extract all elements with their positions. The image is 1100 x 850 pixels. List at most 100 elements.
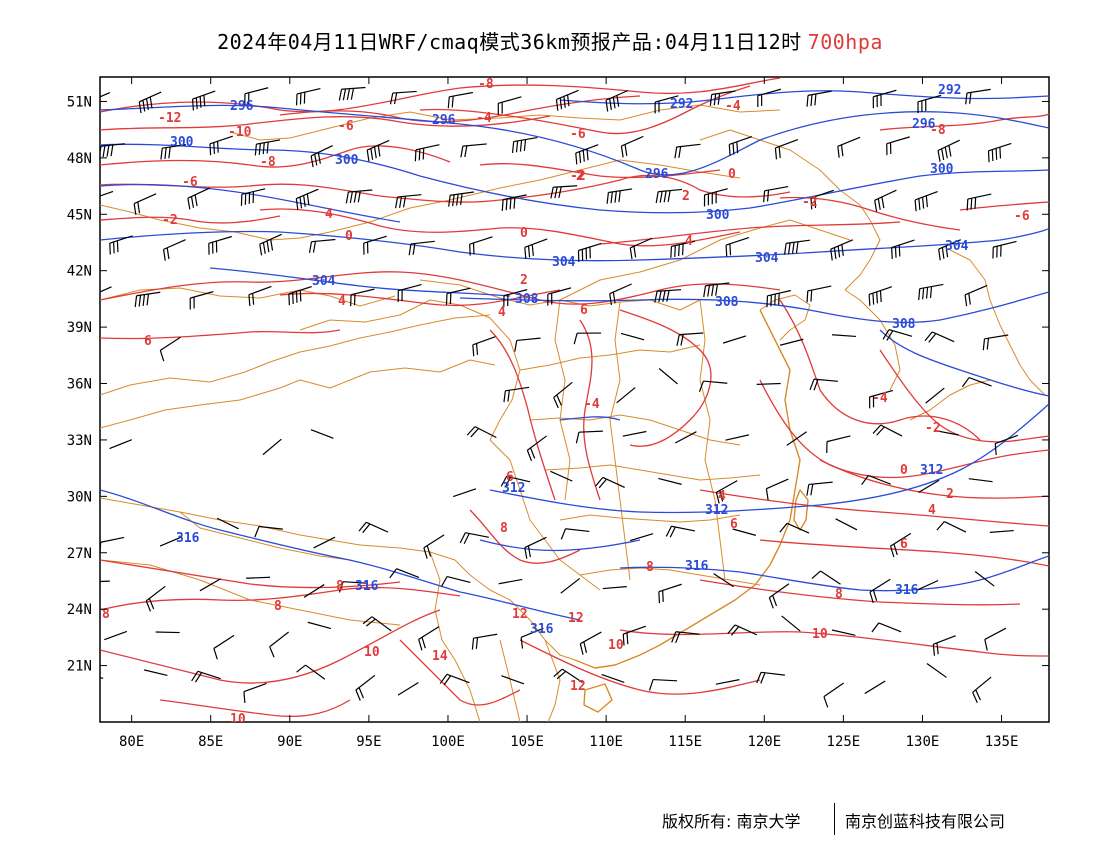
wind-barb-shaft (446, 575, 471, 584)
wind-barb-shaft (305, 664, 326, 680)
label-h-316c: 316 (530, 622, 554, 637)
wind-barb-feather (445, 293, 448, 305)
wind-barb (826, 435, 851, 454)
wind-barb-shaft (934, 429, 959, 436)
t-contour-m4-north (419, 85, 751, 135)
wind-barb-feather (618, 190, 621, 203)
wind-barb (602, 586, 627, 590)
wind-barb-feather (471, 638, 475, 650)
wind-barb-feather (932, 644, 936, 656)
wind-barb (547, 287, 572, 306)
border-yunnan (469, 574, 576, 661)
wind-barb-feather (338, 89, 343, 101)
label-h-300b: 300 (335, 153, 359, 168)
wind-barb-feather (830, 249, 833, 261)
wind-barb-feather (93, 295, 95, 306)
wind-barb-feather (766, 295, 769, 308)
wind-barb-feather (869, 591, 874, 604)
wind-barb-shaft (143, 669, 168, 677)
wind-barb (550, 470, 573, 482)
wind-barb-feather (100, 542, 102, 554)
wind-barb-feather (459, 193, 463, 206)
wind-barb (727, 624, 758, 636)
wind-barb-shaft (392, 90, 417, 94)
wind-barb (269, 631, 289, 658)
wind-barb-shaft (620, 332, 645, 341)
t-contour-2 (100, 271, 781, 305)
wind-barb-shaft (823, 682, 845, 698)
wind-barb-feather (937, 150, 941, 162)
wind-barb-feather (736, 141, 739, 154)
wind-barb (932, 635, 956, 656)
wind-barb-feather (191, 98, 194, 111)
wind-barb-feather (612, 96, 616, 109)
label-t-6e: 6 (506, 470, 514, 485)
wind-barb (984, 627, 1007, 651)
label-h-296c: 296 (645, 167, 669, 182)
wind-barb (994, 434, 1018, 456)
lat-label: 36N (67, 377, 92, 393)
wind-barb (423, 534, 445, 559)
company-text: 南京创蓝科技有限公司 (845, 812, 1006, 831)
h-contour-296 (100, 104, 1049, 176)
wind-barb-feather (929, 286, 933, 298)
wind-barb-shaft (269, 631, 289, 648)
wind-barb-feather (138, 295, 142, 307)
wind-barb-feather (526, 450, 533, 462)
t-contour-west-6 (100, 559, 401, 589)
wind-barb-feather (614, 191, 617, 203)
wind-barb-shaft (732, 528, 756, 536)
wind-barb-feather (531, 244, 534, 256)
wind-barb-feather (969, 92, 972, 104)
wind-barb-feather (787, 242, 791, 255)
lat-label: 51N (67, 94, 92, 110)
h-contour-312 (489, 403, 1049, 514)
wind-barb-feather (894, 246, 897, 258)
wind-barb (159, 336, 181, 362)
wind-barb-feather (160, 148, 163, 160)
wind-barb-feather (999, 147, 1002, 159)
title-main: 2024年04月11日WRF/cmaq模式36km预报产品:04月11日12时 (217, 30, 802, 54)
wind-barb-feather (377, 145, 381, 157)
wind-barb-feather (760, 672, 766, 684)
wind-barb-feather (259, 244, 263, 256)
wind-barb-shaft (968, 376, 992, 387)
wind-barb-feather (711, 284, 715, 297)
wind-barb-feather (472, 344, 475, 357)
wind-barb-feather (213, 142, 216, 154)
wind-barb-shaft (343, 581, 368, 584)
wind-barb (358, 521, 389, 534)
wind-barb (972, 676, 992, 703)
wind-barb-feather (578, 151, 582, 164)
wind-barb (864, 680, 886, 695)
label-t-m8: -8 (260, 155, 276, 170)
label-t-10: 10 (364, 645, 380, 660)
wind-barb-feather (676, 334, 680, 346)
t-contour-west-10 (100, 609, 441, 684)
wind-barb (254, 139, 281, 156)
wind-barb (246, 576, 271, 579)
wind-barb-feather (447, 96, 450, 109)
wind-barb-feather (262, 242, 266, 254)
wind-barb-feather (83, 582, 86, 593)
label-t-8b: 8 (336, 579, 344, 594)
wind-barb (703, 282, 730, 298)
wind-barb-feather (876, 426, 885, 436)
t-contour-m6 (100, 174, 791, 203)
wind-barb-feather (353, 191, 357, 203)
wind-barb (886, 136, 910, 156)
wind-barb-feather (314, 154, 318, 166)
border-vietnam (544, 639, 561, 722)
wind-barb (524, 536, 547, 559)
wind-barb-feather (968, 293, 971, 305)
wind-barb (524, 238, 548, 259)
border-himalaya (100, 497, 471, 576)
wind-barb (765, 478, 789, 501)
wind-barb-feather (554, 186, 558, 199)
wind-barb-feather (358, 687, 364, 699)
label-t-m12: -12 (158, 111, 181, 126)
taiwan (793, 489, 809, 531)
wind-barb-shaft (560, 577, 581, 594)
wind-barb (472, 336, 496, 357)
